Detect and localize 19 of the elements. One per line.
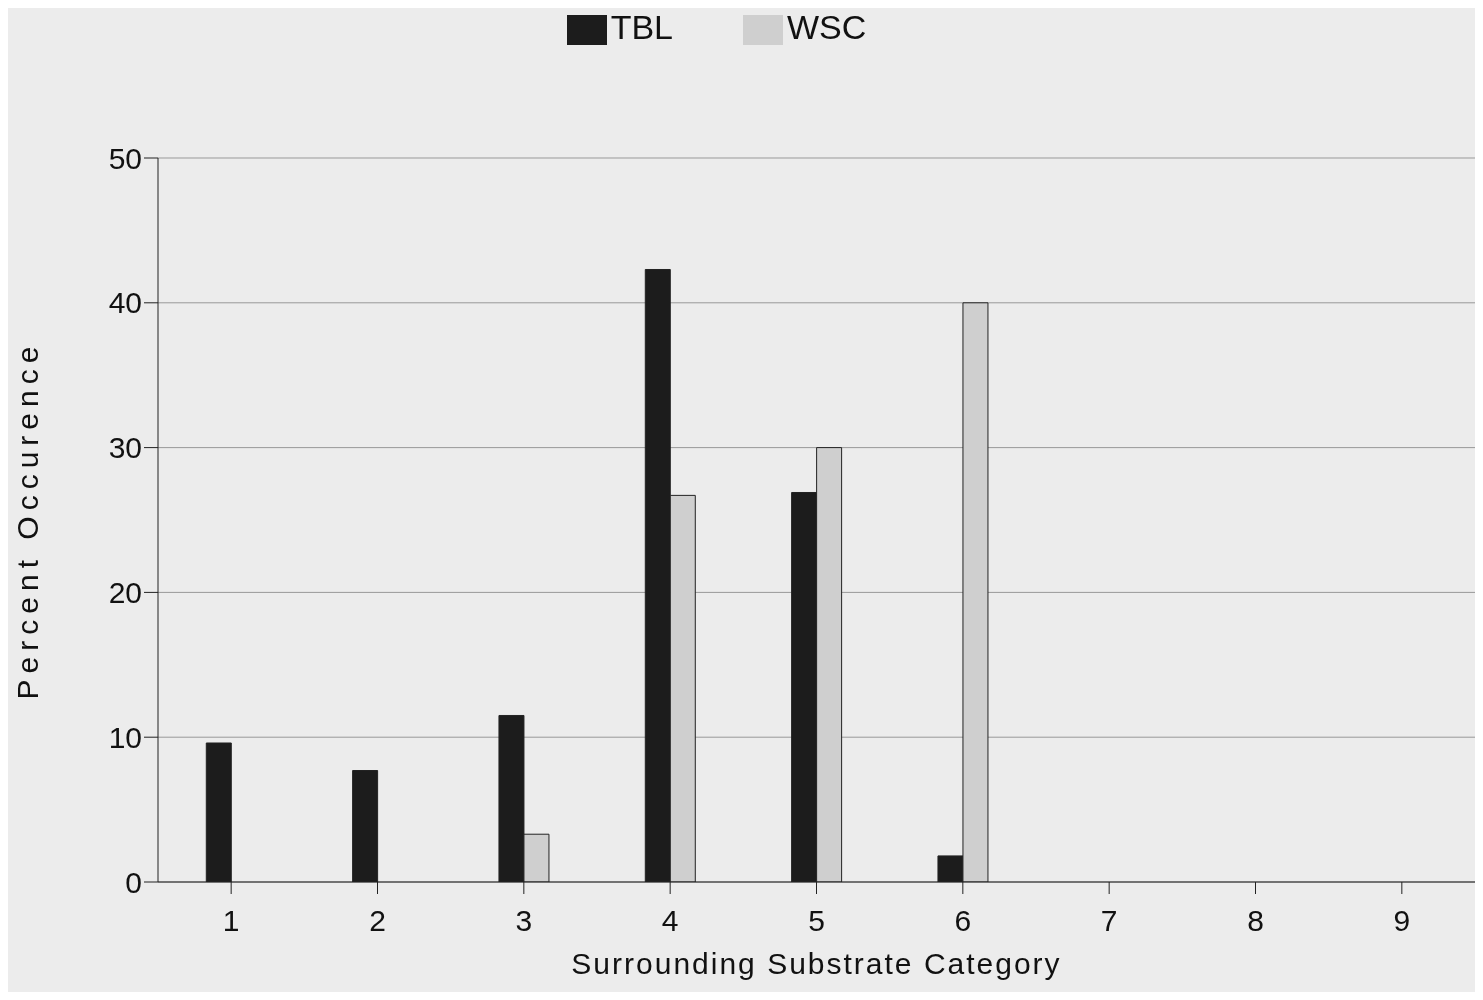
y-tick-label: 20 xyxy=(108,576,142,610)
x-tick-label: 9 xyxy=(1393,904,1411,938)
x-tick-label: 5 xyxy=(808,904,825,938)
legend-label: WSC xyxy=(787,8,867,46)
x-tick-label: 4 xyxy=(661,904,679,938)
y-tick-label: 30 xyxy=(108,431,142,465)
legend-label: TBL xyxy=(610,8,674,46)
x-axis-title: Surrounding Substrate Category xyxy=(571,947,1062,980)
x-tick-label: 2 xyxy=(369,904,386,938)
x-tick-label: 7 xyxy=(1100,904,1118,938)
x-tick-label: 8 xyxy=(1247,904,1264,938)
y-tick-label: 0 xyxy=(125,865,142,899)
y-axis-title: Percent Occurence xyxy=(10,340,44,700)
x-tick-label: 1 xyxy=(222,904,240,938)
y-tick-label: 50 xyxy=(108,141,142,175)
y-tick-label: 10 xyxy=(108,720,142,754)
x-tick-label: 6 xyxy=(954,904,972,938)
x-tick-label: 3 xyxy=(515,904,533,938)
y-tick-label: 40 xyxy=(108,286,142,320)
